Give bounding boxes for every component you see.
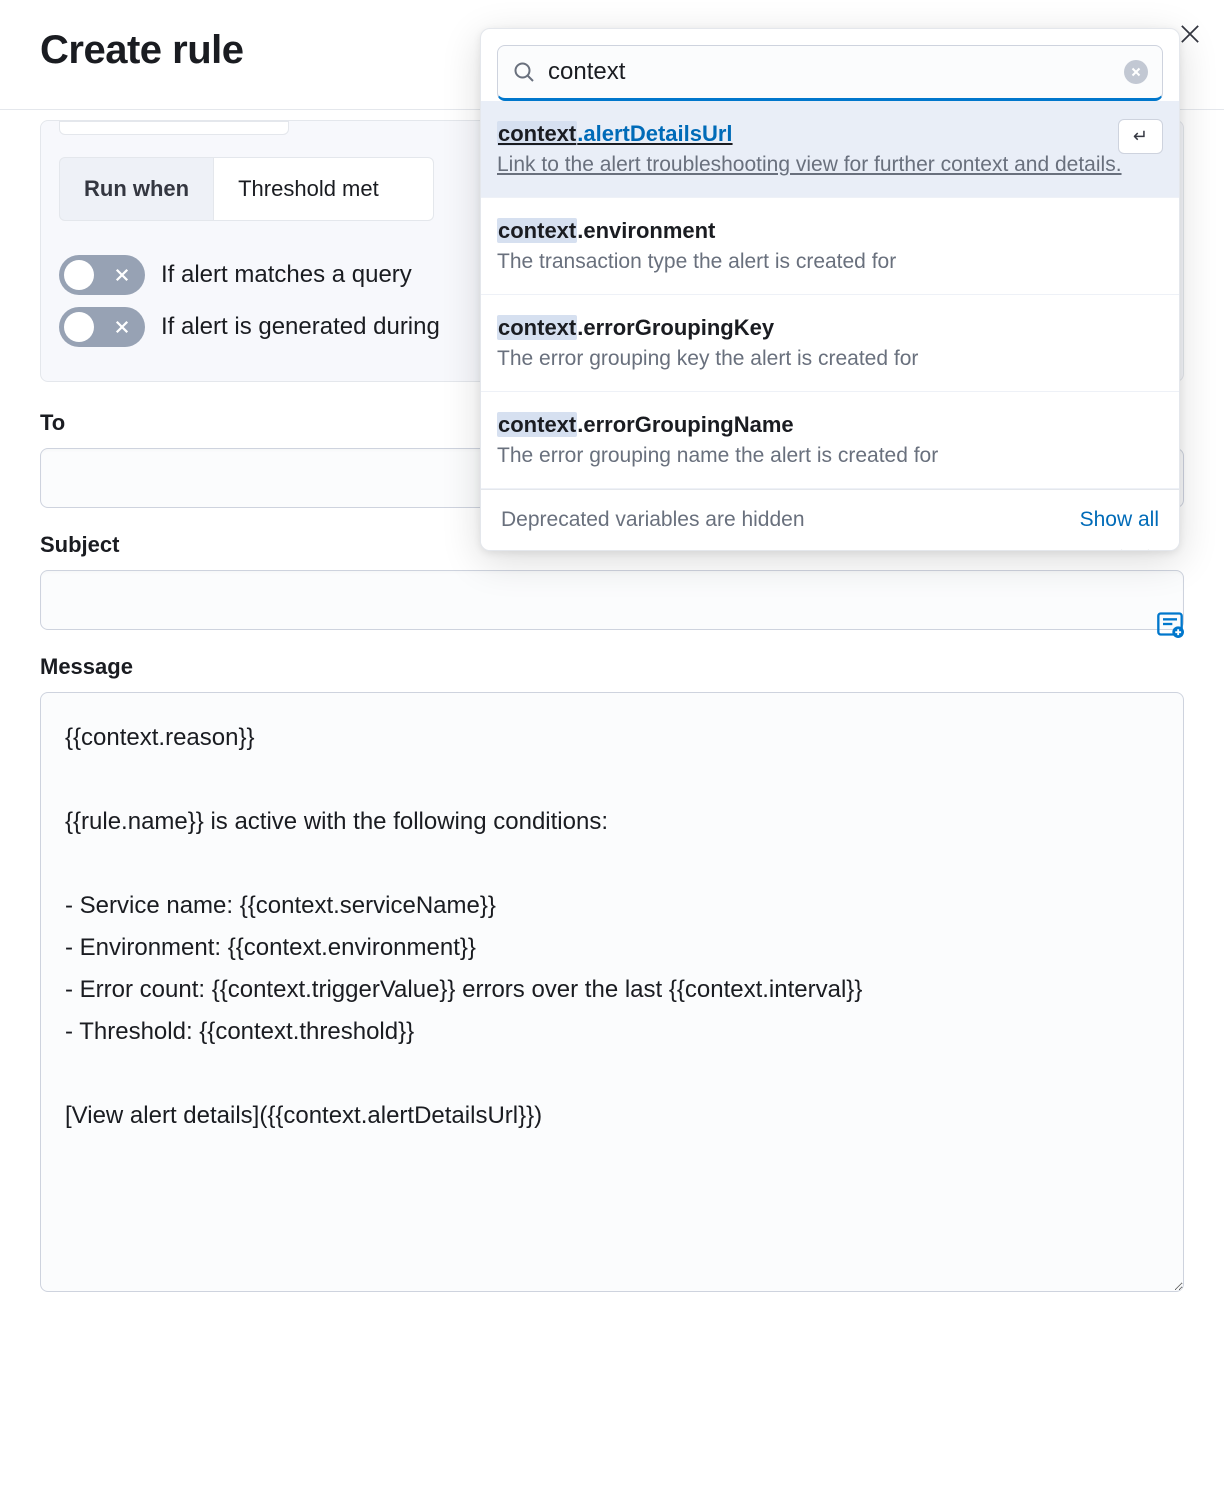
variable-autocomplete-popover: context.alertDetailsUrl Link to the alert… xyxy=(480,28,1180,551)
clear-search-icon[interactable] xyxy=(1124,60,1148,84)
collapsed-field xyxy=(59,121,289,135)
autocomplete-option[interactable]: context.errorGroupingKey The error groupi… xyxy=(481,295,1179,392)
autocomplete-option[interactable]: context.alertDetailsUrl Link to the alert… xyxy=(481,101,1179,198)
run-when-select[interactable]: Threshold met xyxy=(214,157,434,221)
option-title: context.errorGroupingKey xyxy=(497,315,1163,341)
enter-key-badge: ↵ xyxy=(1118,119,1163,154)
option-description: The transaction type the alert is create… xyxy=(497,250,1163,274)
insert-variable-icon[interactable] xyxy=(1156,610,1184,638)
option-description: The error grouping name the alert is cre… xyxy=(497,444,1163,468)
autocomplete-option[interactable]: context.errorGroupingName The error group… xyxy=(481,392,1179,489)
subject-input[interactable] xyxy=(40,570,1184,630)
show-all-link[interactable]: Show all xyxy=(1080,508,1159,532)
message-textarea[interactable] xyxy=(40,692,1184,1292)
autocomplete-option[interactable]: context.environment The transaction type … xyxy=(481,198,1179,295)
close-dialog-icon[interactable] xyxy=(1176,20,1204,48)
toggle-generated-during[interactable] xyxy=(59,307,145,347)
deprecated-hidden-text: Deprecated variables are hidden xyxy=(501,508,805,532)
search-input[interactable] xyxy=(548,58,1112,86)
option-title: context.alertDetailsUrl xyxy=(497,121,1163,147)
search-icon xyxy=(512,60,536,84)
option-title: context.environment xyxy=(497,218,1163,244)
autocomplete-options-list: context.alertDetailsUrl Link to the alert… xyxy=(481,101,1179,489)
toggle-generated-during-label: If alert is generated during xyxy=(161,313,440,341)
toggle-query-match[interactable] xyxy=(59,255,145,295)
option-description: The error grouping key the alert is crea… xyxy=(497,347,1163,371)
run-when-label: Run when xyxy=(59,157,214,221)
option-description: Link to the alert troubleshooting view f… xyxy=(497,153,1163,177)
message-label: Message xyxy=(40,654,1184,680)
option-title: context.errorGroupingName xyxy=(497,412,1163,438)
popover-search-wrap xyxy=(481,29,1179,101)
popover-footer: Deprecated variables are hidden Show all xyxy=(481,489,1179,550)
message-field-block: Message xyxy=(40,654,1184,1297)
search-box[interactable] xyxy=(497,45,1163,101)
toggle-query-match-label: If alert matches a query xyxy=(161,261,412,289)
